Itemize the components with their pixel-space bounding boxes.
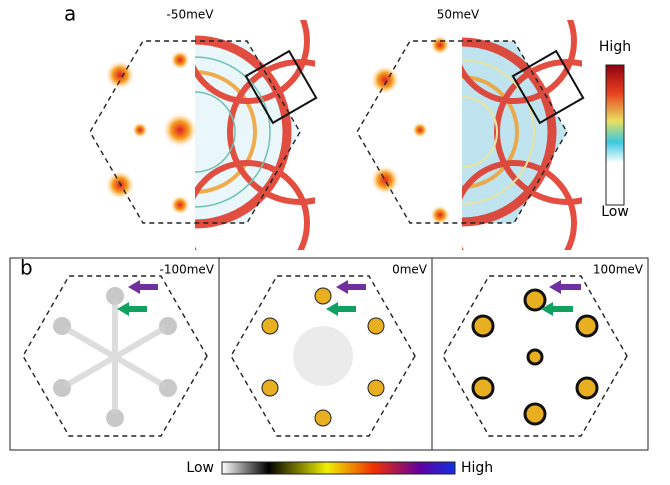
colorbar bbox=[606, 65, 624, 205]
colorbar bbox=[222, 462, 455, 474]
colorbar-high: High bbox=[599, 39, 631, 55]
colorbar-low: Low bbox=[186, 460, 214, 476]
map-b1 bbox=[23, 276, 207, 436]
energy-label: -100meV bbox=[159, 263, 214, 277]
map-right bbox=[357, 0, 637, 283]
arrows bbox=[117, 280, 581, 316]
map-left bbox=[90, 0, 370, 283]
panel-label: a bbox=[64, 2, 76, 26]
energy-label: 50meV bbox=[437, 8, 480, 22]
colorbar-high: High bbox=[461, 460, 493, 476]
energy-label: -50meV bbox=[167, 8, 215, 22]
map-b3 bbox=[443, 276, 627, 436]
energy-label: 100meV bbox=[593, 263, 644, 277]
colorbar-low: Low bbox=[601, 204, 629, 220]
panel-label: b bbox=[20, 256, 33, 280]
figure: a -50meV 50meV bbox=[0, 0, 670, 481]
energy-label: 0meV bbox=[392, 263, 428, 277]
map-b2 bbox=[231, 276, 415, 436]
